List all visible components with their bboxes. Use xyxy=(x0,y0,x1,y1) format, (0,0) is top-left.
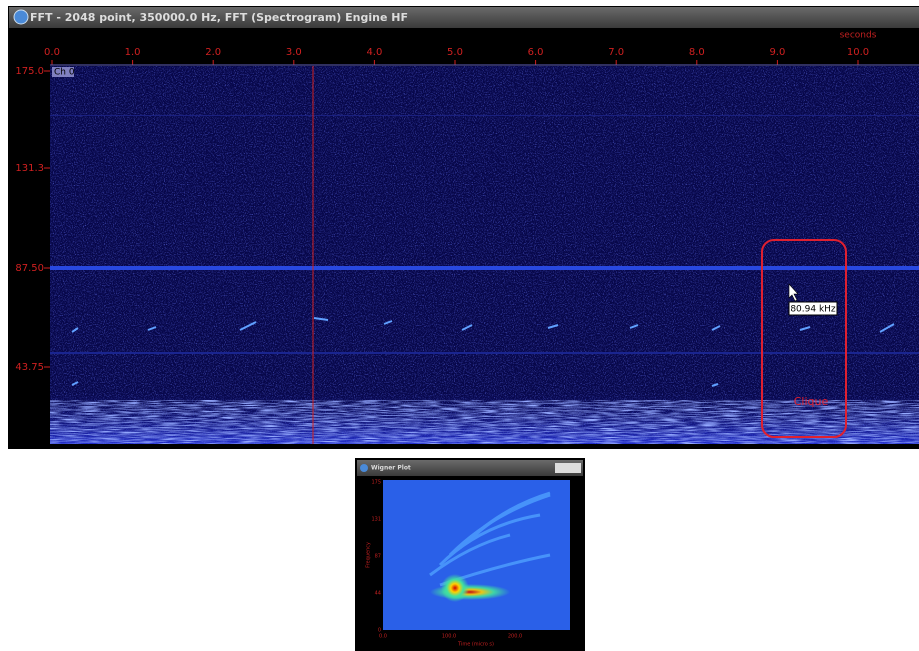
y-tick-label: 0 xyxy=(378,628,381,634)
channel-label: Ch 0 xyxy=(54,68,75,78)
window-title: FFT - 2048 point, 350000.0 Hz, FFT (Spec… xyxy=(30,11,408,24)
x-tick-label: 200.0 xyxy=(508,634,522,640)
title-bar[interactable] xyxy=(357,460,583,476)
time-unit: seconds xyxy=(840,31,877,41)
app-icon xyxy=(13,9,29,25)
annotation: Clique xyxy=(794,395,829,408)
readout-box xyxy=(788,301,838,316)
x-tick-label: 0.0 xyxy=(379,634,387,640)
x-axis: 0.0 1.0 2.0 3.0 4.0 5.0 6.0 7.0 8.0 9.0 10.0 xyxy=(44,47,869,65)
clicks xyxy=(71,317,895,387)
cursor-readout: 80.94 kHz xyxy=(790,305,836,315)
y-tick-label: 43.75 xyxy=(15,362,44,373)
channel-box xyxy=(52,67,74,77)
x-axis: 0.0 100.0 200.0 xyxy=(379,634,522,640)
y-axis: 175.0 131.3 87.50 43.75 xyxy=(15,66,50,373)
y-tick-label: 175.0 xyxy=(15,66,44,77)
annotation-box xyxy=(761,239,847,438)
x-tick-label: 0.0 xyxy=(44,47,60,58)
title-bar[interactable] xyxy=(9,7,919,28)
x-tick-label: 5.0 xyxy=(447,47,463,58)
y-tick-label: 87.50 xyxy=(15,263,44,274)
app-icon xyxy=(360,464,368,472)
x-tick-label: 3.0 xyxy=(286,47,302,58)
y-tick-label: 87 xyxy=(375,554,381,560)
y-tick-label: 44 xyxy=(375,591,381,597)
x-tick-label: 100.0 xyxy=(442,634,456,640)
window-title: Wigner Plot xyxy=(371,465,411,472)
y-axis: 175 131 87 44 0 xyxy=(371,480,381,634)
x-tick-label: 1.0 xyxy=(125,47,141,58)
y-tick-label: 131 xyxy=(371,517,381,523)
x-tick-label: 2.0 xyxy=(205,47,221,58)
wigner-plot xyxy=(383,480,570,630)
x-tick-label: 4.0 xyxy=(366,47,382,58)
x-tick-label: 7.0 xyxy=(608,47,624,58)
y-tick-label: 175 xyxy=(371,480,381,486)
window-controls[interactable] xyxy=(555,463,581,473)
x-tick-label: 8.0 xyxy=(689,47,705,58)
spectrogram-noise xyxy=(50,66,919,444)
x-tick-label: 10.0 xyxy=(847,47,869,58)
y-tick-label: 131.3 xyxy=(15,163,44,174)
x-tick-label: 9.0 xyxy=(769,47,785,58)
mouse-pointer xyxy=(788,283,799,302)
x-tick-label: 6.0 xyxy=(528,47,544,58)
tone-line xyxy=(50,266,919,270)
y-axis-label: Frequency xyxy=(366,542,372,568)
energy-peak xyxy=(441,574,469,602)
tone-line xyxy=(50,352,919,354)
x-axis-label: Time (micro s) xyxy=(457,642,494,648)
tone-line xyxy=(50,115,919,116)
